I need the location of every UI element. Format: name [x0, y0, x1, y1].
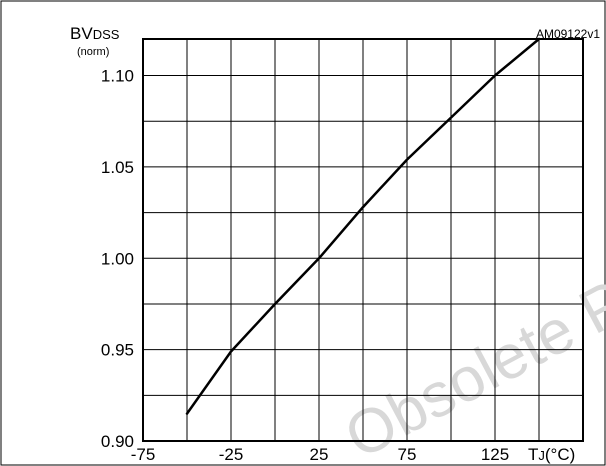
y-axis-label: BVDSS — [70, 24, 120, 43]
x-tick-label: 125 — [481, 445, 509, 464]
grid — [143, 39, 583, 441]
figure-ref: AM09122v1 — [536, 27, 600, 41]
y-tick-label: 1.05 — [101, 158, 134, 177]
x-axis-label-subscript: J — [538, 448, 545, 463]
plot-frame — [142, 38, 584, 442]
y-tick-label: 0.95 — [101, 341, 134, 360]
x-axis-label-main: T — [528, 445, 538, 464]
x-tick-label: -75 — [131, 445, 156, 464]
y-tick-label: 1.00 — [101, 249, 134, 268]
y-tick-label: 1.10 — [101, 67, 134, 86]
y-axis-label-subscript: DSS — [93, 27, 120, 42]
series-line — [185, 37, 541, 415]
x-axis-label-unit: (°C) — [545, 445, 575, 464]
x-tick-label: -25 — [219, 445, 244, 464]
y-axis-label-main: BV — [70, 24, 93, 43]
y-tick-label: 0.90 — [101, 432, 134, 451]
x-tick-labels: -75 -25 25 75 125 — [131, 445, 509, 464]
y-axis-unit: (norm) — [77, 46, 109, 58]
x-axis-label: TJ(°C) — [528, 445, 575, 464]
x-tick-label: 75 — [398, 445, 417, 464]
x-tick-label: 25 — [310, 445, 329, 464]
y-tick-labels: 0.90 0.95 1.00 1.05 1.10 — [101, 67, 134, 451]
